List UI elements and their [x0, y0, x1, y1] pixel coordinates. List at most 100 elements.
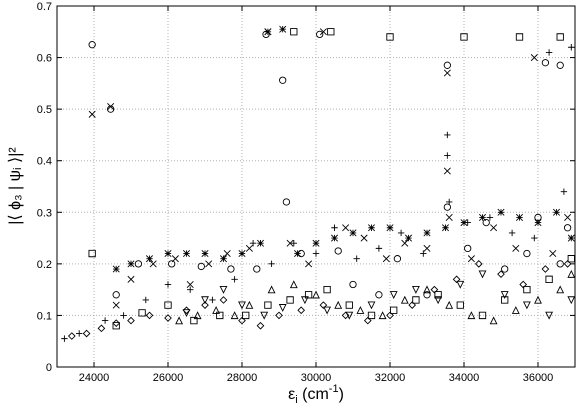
point-+ [290, 240, 297, 247]
point-x [423, 244, 431, 252]
point-circle [112, 291, 120, 299]
point-inverted-triangle [201, 296, 209, 305]
point-diamond [238, 316, 246, 325]
point-diamond [563, 260, 572, 268]
point-diamond [408, 301, 417, 309]
point-* [256, 239, 265, 247]
point-x [401, 239, 409, 247]
point-+ [76, 330, 83, 337]
grid [57, 5, 575, 368]
point-* [515, 213, 524, 221]
point-diamond [497, 270, 505, 279]
point-square [367, 311, 376, 320]
point-x [360, 234, 368, 242]
point-diamond [97, 324, 106, 333]
point-square [545, 275, 553, 283]
point-x [223, 250, 231, 258]
point-circle [375, 291, 383, 299]
point-x [107, 103, 115, 111]
point-x [467, 255, 475, 263]
point-* [349, 229, 357, 237]
point-* [386, 224, 394, 232]
point-triangle [245, 300, 254, 309]
point-+ [120, 312, 127, 319]
point-square [434, 291, 442, 299]
point-inverted-triangle [278, 304, 287, 312]
point-square [304, 291, 313, 299]
point-diamond [67, 332, 76, 340]
point-* [552, 208, 561, 216]
point-triangle [567, 269, 576, 278]
point-diamond [541, 265, 550, 273]
point-triangle [556, 285, 565, 294]
plot-frame [56, 5, 576, 368]
point-circle [464, 244, 472, 253]
point-square [242, 311, 250, 320]
y-tick-label: 0.3 [37, 207, 52, 219]
point-+ [508, 229, 516, 237]
x-axis-subscript: i [295, 394, 297, 406]
point-inverted-triangle [182, 309, 191, 318]
point-inverted-triangle [323, 306, 332, 315]
point-* [145, 255, 154, 263]
x-tick-label: 36000 [523, 372, 554, 384]
point-square [290, 28, 298, 36]
point-inverted-triangle [522, 301, 531, 310]
x-axis-label: εi (cm-1) [288, 383, 344, 406]
point-square [112, 322, 120, 330]
point-x [342, 224, 350, 232]
point-triangle [175, 316, 184, 325]
point-+ [446, 198, 453, 206]
point-square [386, 33, 394, 41]
point-diamond [145, 311, 154, 320]
point-circle [501, 265, 509, 273]
point-triangle [423, 285, 431, 294]
point-inverted-triangle [238, 301, 246, 310]
point-x [443, 69, 451, 77]
point-x [149, 260, 157, 268]
point-* [219, 255, 228, 263]
point-diamond [430, 285, 439, 294]
point-+ [249, 240, 257, 247]
point-+ [101, 317, 109, 324]
point-diamond [164, 314, 172, 322]
point-x [490, 224, 498, 232]
point-triangle [534, 295, 542, 304]
point-inverted-triangle [389, 291, 398, 300]
point-square [327, 28, 335, 36]
point-square [456, 301, 464, 309]
point-* [127, 260, 135, 268]
point-inverted-triangle [411, 285, 420, 294]
point-x [443, 167, 451, 175]
point-+ [209, 296, 216, 304]
point-x [530, 54, 538, 62]
point-circle [334, 247, 342, 255]
point-square [390, 306, 398, 314]
point-inverted-triangle [219, 285, 228, 294]
x-tick-label: 24000 [79, 372, 110, 384]
point-triangle [230, 311, 239, 320]
point-x [445, 213, 453, 221]
x-tick-labels: 24000 26000 28000 30000 32000 34000 36000 [79, 372, 554, 384]
point-circle [197, 262, 205, 271]
point-* [567, 234, 575, 242]
point-triangle [212, 306, 221, 314]
point-circle [262, 30, 270, 39]
point-+ [61, 335, 68, 342]
point-+ [560, 188, 568, 195]
point-circle [316, 30, 324, 39]
point-+ [486, 214, 494, 221]
point-+ [231, 276, 238, 283]
point-x [319, 28, 327, 36]
y-tick-label: 0.5 [37, 104, 52, 116]
x-tick-label: 30000 [301, 372, 332, 384]
x-axis-symbol: ε [288, 386, 295, 403]
y-tick-label: 0.6 [37, 53, 52, 65]
point-circle [556, 61, 564, 69]
point-square [478, 311, 487, 320]
point-+ [531, 234, 538, 242]
point-* [112, 265, 120, 273]
point-square [323, 285, 331, 294]
point-square [264, 301, 272, 309]
